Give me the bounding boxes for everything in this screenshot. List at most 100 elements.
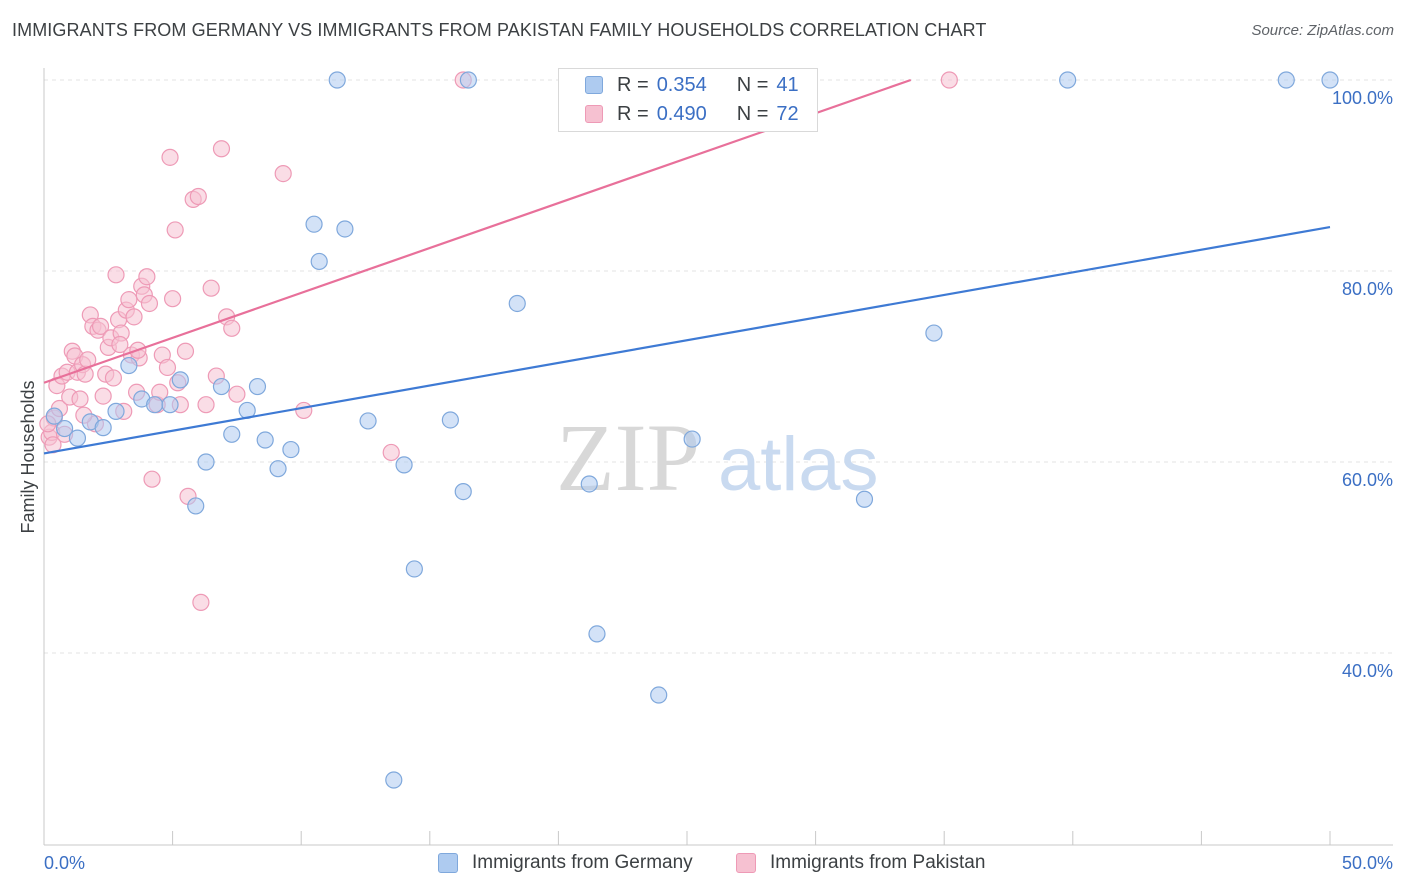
y-axis-label: Family Households <box>18 380 38 533</box>
source-credit: Source: ZipAtlas.com <box>1251 22 1394 39</box>
pakistan-point <box>138 268 156 286</box>
x-tick-label-max: 50.0% <box>1342 853 1393 873</box>
germany-point <box>145 396 164 414</box>
germany-point <box>385 771 403 789</box>
pakistan-point <box>223 319 241 337</box>
germany-point <box>305 215 323 233</box>
pakistan-point <box>140 294 159 313</box>
germany-swatch <box>585 76 603 94</box>
germany-point <box>197 453 215 471</box>
germany-point <box>161 396 179 414</box>
watermark-zip: ZIP <box>556 404 700 511</box>
germany-n-label: N = <box>736 73 769 96</box>
germany-point <box>855 490 874 508</box>
legend-row-pakistan: R = 0.490 N = 72 <box>585 100 799 128</box>
pakistan-point <box>228 385 246 403</box>
germany-trend-line <box>43 225 1331 455</box>
y-tick-label-80: 80.0% <box>1342 279 1393 299</box>
pakistan-swatch <box>585 105 603 123</box>
pakistan-point <box>107 266 125 284</box>
pakistan-point <box>197 396 215 414</box>
germany-n-value: 41 <box>776 73 799 96</box>
germany-point <box>107 402 125 420</box>
axes <box>43 68 1393 846</box>
germany-point <box>359 412 377 430</box>
germany-legend-swatch <box>438 853 458 873</box>
pakistan-point <box>382 443 400 462</box>
germany-point <box>441 411 459 429</box>
y-tick-label-100: 100.0% <box>1332 88 1393 108</box>
germany-point <box>55 419 74 438</box>
germany-point <box>328 71 346 89</box>
pakistan-point <box>274 164 292 183</box>
pakistan-point <box>104 369 123 387</box>
chart-title: IMMIGRANTS FROM GERMANY VS IMMIGRANTS FR… <box>12 20 987 40</box>
germany-point <box>925 324 943 342</box>
pakistan-legend-label: Immigrants from Pakistan <box>770 852 986 873</box>
pakistan-point <box>94 387 112 405</box>
pakistan-r-value: 0.490 <box>656 102 707 125</box>
legend-row-germany: R = 0.354 N = 41 <box>585 71 799 99</box>
germany-legend-label: Immigrants from Germany <box>472 852 693 873</box>
pakistan-point <box>202 279 220 297</box>
gridlines <box>44 79 1393 654</box>
pakistan-legend-swatch <box>736 853 756 873</box>
germany-point <box>120 356 138 375</box>
germany-point <box>650 686 668 704</box>
germany-point <box>68 429 87 447</box>
germany-point <box>459 71 477 89</box>
bottom-legend-germany: Immigrants from Germany <box>438 852 693 874</box>
germany-point <box>1321 71 1339 89</box>
germany-point <box>336 220 354 238</box>
pakistan-point <box>125 308 143 326</box>
pakistan-point <box>192 593 210 611</box>
pakistan-point <box>295 401 313 420</box>
germany-point <box>269 460 287 478</box>
pakistan-point <box>166 221 184 239</box>
germany-point <box>187 497 205 515</box>
germany-point <box>310 252 328 271</box>
pakistan-point <box>176 342 195 360</box>
germany-point <box>45 407 63 425</box>
germany-point <box>683 430 701 448</box>
germany-point <box>580 475 598 493</box>
germany-point <box>454 483 472 501</box>
germany-r-value: 0.354 <box>656 73 707 96</box>
pakistan-point <box>91 317 110 335</box>
germany-point <box>405 560 423 578</box>
pakistan-n-label: N = <box>736 102 769 125</box>
germany-point <box>588 625 606 643</box>
pakistan-n-value: 72 <box>776 102 799 125</box>
germany-r-label: R = <box>617 73 649 96</box>
pakistan-point <box>161 148 179 166</box>
y-tick-label-60: 60.0% <box>1342 470 1393 490</box>
germany-point <box>508 294 526 313</box>
germany-point <box>1277 71 1295 89</box>
pakistan-point <box>111 335 129 354</box>
pakistan-point <box>158 358 177 377</box>
y-tick-label-40: 40.0% <box>1342 661 1393 681</box>
pakistan-points <box>39 71 958 611</box>
pakistan-point <box>164 290 182 308</box>
x-tick-label-min: 0.0% <box>44 853 85 873</box>
pakistan-point <box>143 470 161 488</box>
watermark: ZIP atlas <box>556 404 879 511</box>
germany-point <box>256 431 274 449</box>
pakistan-point <box>212 140 231 158</box>
germany-point <box>94 419 112 437</box>
pakistan-point <box>71 390 89 408</box>
germany-point <box>212 377 231 396</box>
correlation-legend: R = 0.354 N = 41 R = 0.490 N = 72 <box>558 68 818 132</box>
germany-point <box>282 440 300 459</box>
pakistan-r-label: R = <box>617 102 649 125</box>
germany-point <box>171 371 189 389</box>
germany-point <box>1059 71 1077 89</box>
pakistan-point <box>120 291 138 309</box>
bottom-legend-pakistan: Immigrants from Pakistan <box>736 852 985 874</box>
watermark-atlas: atlas <box>718 422 879 507</box>
germany-points <box>45 71 1339 789</box>
germany-point <box>223 425 241 443</box>
germany-point <box>248 377 267 396</box>
pakistan-point <box>940 71 958 89</box>
